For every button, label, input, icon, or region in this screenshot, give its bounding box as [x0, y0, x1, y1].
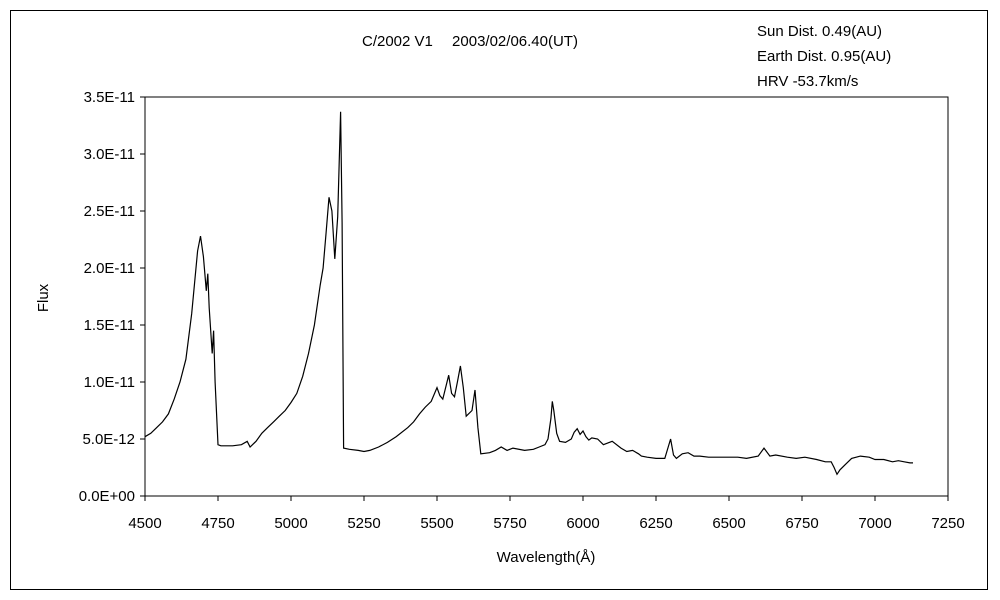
- x-tick-label: 6250: [639, 515, 672, 532]
- x-tick-label: 7000: [858, 515, 891, 532]
- chart-title: C/2002 V1 2003/02/06.40(UT): [362, 33, 578, 50]
- y-tick-label: 3.5E-11: [84, 89, 135, 106]
- x-tick-label: 5500: [420, 515, 453, 532]
- chart-frame: [10, 10, 988, 590]
- y-tick-label: 0.0E+00: [79, 488, 135, 505]
- y-tick-label: 2.0E-11: [84, 260, 135, 277]
- earth-distance-label: Earth Dist. 0.95(AU): [757, 48, 892, 65]
- y-tick-label: 2.5E-11: [84, 203, 135, 220]
- hrv-label: HRV -53.7km/s: [757, 73, 859, 90]
- spectrum-line: [144, 111, 913, 476]
- x-tick-label: 6000: [566, 515, 599, 532]
- x-axis-label: Wavelength(Å): [497, 549, 596, 566]
- y-tick-label: 1.0E-11: [84, 374, 135, 391]
- x-tick-label: 6750: [785, 515, 818, 532]
- y-tick-label: 1.5E-11: [84, 317, 135, 334]
- x-tick-label: 5250: [347, 515, 380, 532]
- x-axis: 4500 4750 5000 5250 5500 5750 6000 6250 6500 6750…: [128, 496, 965, 532]
- x-tick-label: 4750: [201, 515, 234, 532]
- y-axis: 0.0E+00 5.0E-12 1.0E-11 1.5E-11 2.0E-11 2.5E-…: [79, 89, 145, 505]
- x-tick-label: 6500: [712, 515, 745, 532]
- sun-distance-label: Sun Dist. 0.49(AU): [757, 23, 883, 40]
- x-tick-label: 7250: [931, 515, 964, 532]
- x-tick-label: 5000: [274, 515, 307, 532]
- y-axis-label: Flux: [35, 283, 52, 312]
- y-tick-label: 5.0E-12: [82, 431, 135, 448]
- x-tick-label: 4500: [128, 515, 161, 532]
- x-tick-label: 5750: [493, 515, 526, 532]
- y-tick-label: 3.0E-11: [84, 146, 135, 163]
- plot-area: [144, 96, 949, 497]
